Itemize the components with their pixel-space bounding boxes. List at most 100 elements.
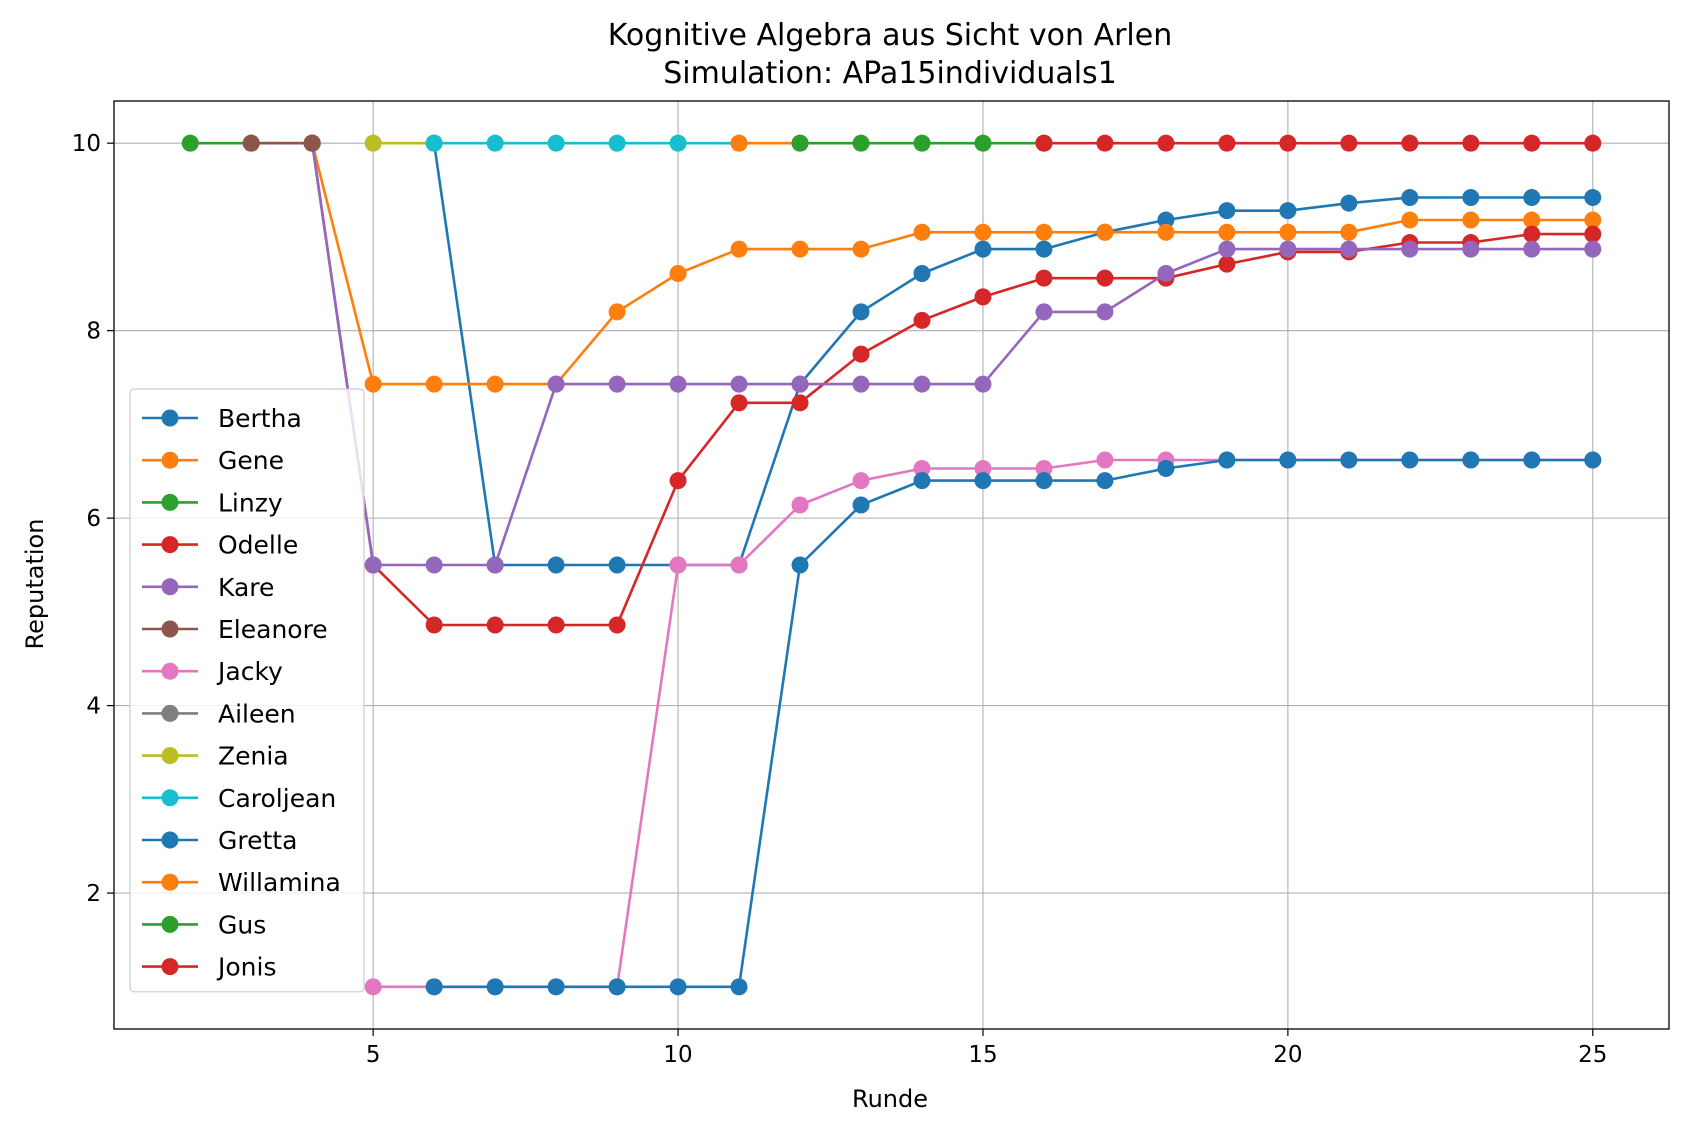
- series-gretta: [425, 451, 1602, 996]
- data-point-gretta: [1340, 451, 1358, 469]
- data-point-gretta: [1157, 459, 1175, 477]
- legend-item: Linzy: [142, 488, 283, 517]
- data-point-gene: [730, 240, 748, 258]
- x-tick-label: 15: [968, 1042, 997, 1068]
- data-point-bertha: [1523, 189, 1541, 207]
- data-point-odelle: [974, 288, 992, 306]
- data-point-odelle: [1584, 225, 1602, 243]
- series-eleanore: [242, 134, 321, 152]
- x-tick-label: 10: [663, 1042, 692, 1068]
- data-point-gus: [852, 134, 870, 152]
- data-point-willamina: [730, 134, 748, 152]
- data-point-kare: [1035, 303, 1053, 321]
- data-point-kare: [852, 375, 870, 393]
- data-point-kare: [608, 375, 626, 393]
- data-point-jonis: [1218, 134, 1236, 152]
- data-point-jonis: [1462, 134, 1480, 152]
- data-point-bertha: [1218, 202, 1236, 220]
- legend-marker: [161, 831, 179, 849]
- data-point-gus: [791, 134, 809, 152]
- legend-marker: [161, 747, 179, 765]
- legend-marker: [161, 704, 179, 722]
- data-point-kare: [1401, 240, 1419, 258]
- x-axis-label: Runde: [852, 1085, 928, 1113]
- legend-item: Eleanore: [142, 615, 328, 644]
- data-point-gene: [1340, 223, 1358, 241]
- data-point-gretta: [730, 978, 748, 996]
- data-point-gretta: [913, 472, 931, 490]
- legend-box: [129, 388, 365, 993]
- data-point-kare: [913, 375, 931, 393]
- series-line-gretta: [434, 458, 1593, 989]
- legend-marker: [161, 789, 179, 807]
- legend-label: Linzy: [218, 488, 283, 517]
- series-line-kare: [310, 143, 1593, 567]
- data-point-gene: [364, 375, 382, 393]
- legend-marker: [161, 873, 179, 891]
- data-point-bertha: [1279, 202, 1297, 220]
- legend-item: Aileen: [142, 699, 296, 728]
- data-point-gene: [1218, 223, 1236, 241]
- data-point-kare: [1157, 264, 1175, 282]
- data-point-odelle: [486, 616, 504, 634]
- data-point-gene: [1401, 211, 1419, 229]
- data-point-eleanore: [303, 134, 321, 152]
- y-tick-label: 4: [86, 694, 101, 720]
- x-tick-label: 20: [1273, 1042, 1302, 1068]
- data-point-jonis: [1157, 134, 1175, 152]
- data-point-eleanore: [242, 134, 260, 152]
- legend-label: Gene: [218, 446, 284, 475]
- data-point-kare: [1462, 240, 1480, 258]
- data-point-odelle: [730, 394, 748, 412]
- data-point-odelle: [913, 311, 931, 329]
- legend-label: Jonis: [216, 953, 276, 982]
- data-point-kare: [364, 556, 382, 574]
- data-point-gene: [913, 223, 931, 241]
- legend-marker: [161, 536, 179, 554]
- data-point-bertha: [913, 264, 931, 282]
- legend-label: Willamina: [218, 868, 341, 897]
- data-point-gene: [669, 264, 687, 282]
- data-point-gene: [1584, 211, 1602, 229]
- legend-item: Jacky: [142, 657, 283, 686]
- data-point-kare: [1340, 240, 1358, 258]
- legend-item: Caroljean: [142, 784, 336, 813]
- data-point-kare: [486, 556, 504, 574]
- data-point-jonis: [1523, 134, 1541, 152]
- data-point-caroljean: [669, 134, 687, 152]
- y-tick-label: 6: [86, 506, 101, 532]
- series-kare: [303, 134, 1602, 574]
- legend-label: Caroljean: [218, 784, 336, 813]
- data-point-bertha: [547, 556, 565, 574]
- data-point-gene: [1096, 223, 1114, 241]
- legend-item: Gus: [142, 910, 266, 939]
- data-point-kare: [1279, 240, 1297, 258]
- legend-label: Gretta: [218, 826, 297, 855]
- data-point-bertha: [1157, 211, 1175, 229]
- data-point-gretta: [1401, 451, 1419, 469]
- data-point-gretta: [1035, 472, 1053, 490]
- data-point-gene: [1157, 223, 1175, 241]
- legend-marker: [161, 493, 179, 511]
- chart-title: Kognitive Algebra aus Sicht von Arlen: [608, 18, 1173, 53]
- data-point-gretta: [1096, 472, 1114, 490]
- data-point-bertha: [1584, 189, 1602, 207]
- legend-item: Gretta: [142, 826, 297, 855]
- data-point-kare: [974, 375, 992, 393]
- series-line-odelle: [310, 143, 1593, 627]
- series-gene: [303, 134, 1602, 393]
- data-point-gretta: [791, 556, 809, 574]
- legend-label: Jacky: [216, 657, 283, 686]
- data-point-odelle: [1218, 255, 1236, 273]
- legend-marker: [161, 915, 179, 933]
- data-point-gretta: [1462, 451, 1480, 469]
- data-point-gretta: [1218, 451, 1236, 469]
- data-point-bertha: [608, 556, 626, 574]
- data-point-jacky: [852, 472, 870, 490]
- legend-marker: [161, 409, 179, 427]
- legend-label: Bertha: [218, 404, 302, 433]
- x-tick-label: 25: [1578, 1042, 1607, 1068]
- data-point-caroljean: [608, 134, 626, 152]
- data-point-linzy: [181, 134, 199, 152]
- data-point-jonis: [1035, 134, 1053, 152]
